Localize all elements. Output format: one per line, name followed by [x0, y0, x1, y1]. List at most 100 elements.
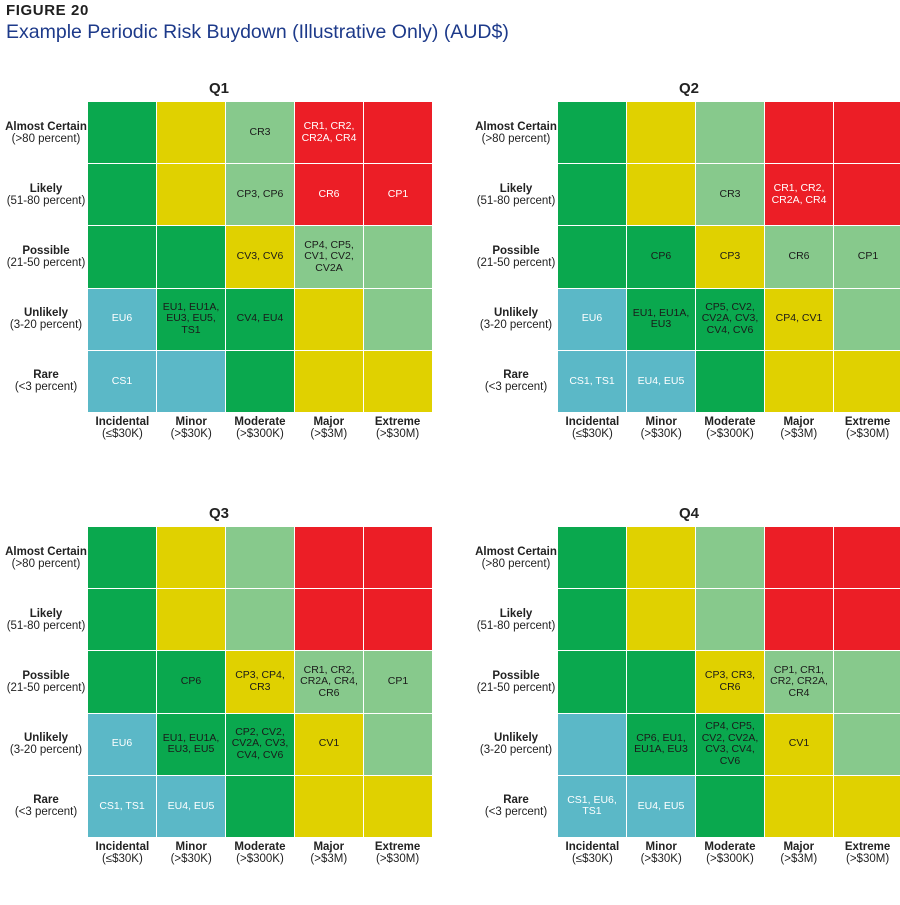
consequence-labels: Incidental (≤$30K) Minor (>$30K) Moderate (>$… [558, 841, 900, 865]
consequence-label: Minor (>$30K) [627, 841, 696, 865]
likelihood-range: (21-50 percent) [6, 682, 86, 694]
heatmap-cell [627, 102, 695, 164]
consequence-name: Moderate [234, 416, 286, 428]
consequence-range: (>$30K) [640, 853, 682, 865]
consequence-label: Moderate (>$300K) [696, 841, 765, 865]
heatmap-cell [765, 102, 833, 164]
consequence-name: Minor [645, 416, 677, 428]
heatmap-cell [88, 527, 156, 589]
heatmap-cell [558, 713, 626, 775]
likelihood-label: Possible (21-50 percent) [4, 226, 88, 288]
heatmap-cell [295, 775, 363, 837]
heatmap-cell: EU1, EU1A, EU3 [627, 288, 695, 350]
heatmap-cell [696, 589, 764, 651]
consequence-name: Moderate [234, 841, 286, 853]
heatmap-cell [157, 527, 225, 589]
likelihood-label: Unlikely (3-20 percent) [4, 288, 88, 350]
likelihood-label: Likely (51-80 percent) [474, 164, 558, 226]
heatmap-cell [696, 775, 764, 837]
consequence-label: Extreme (>$30M) [833, 841, 900, 865]
consequence-range: (>$30K) [640, 428, 682, 440]
heatmap-cell [627, 527, 695, 589]
likelihood-labels: Almost Certain (>80 percent) Likely (51-80 … [474, 102, 558, 412]
heatmap-grid: CP6 CP3, CP4, CR3 CR1, CR2, CR2A, CR4, CR6… [88, 527, 432, 837]
consequence-name: Minor [175, 416, 207, 428]
likelihood-name: Possible [492, 670, 540, 682]
likelihood-name: Unlikely [493, 732, 539, 744]
heatmap-cell [834, 651, 900, 713]
heatmap-cell [765, 775, 833, 837]
consequence-label: Incidental (≤$30K) [88, 841, 157, 865]
consequence-label: Minor (>$30K) [157, 416, 226, 440]
consequence-name: Extreme [844, 416, 891, 428]
likelihood-name: Possible [22, 245, 70, 257]
heatmap-cell: CP6 [157, 651, 225, 713]
likelihood-name: Possible [492, 245, 540, 257]
consequence-label: Major (>$3M) [294, 416, 363, 440]
consequence-labels: Incidental (≤$30K) Minor (>$30K) Moderate (>$… [88, 841, 432, 865]
likelihood-label: Rare (<3 percent) [4, 775, 88, 837]
consequence-range: (≤$30K) [571, 428, 613, 440]
heatmap-cell [88, 589, 156, 651]
likelihood-label: Rare (<3 percent) [474, 350, 558, 412]
heatmap-cell [157, 102, 225, 164]
heatmap-cell: CS1, TS1 [88, 775, 156, 837]
heatmap-grid: CR3 CR1, CR2, CR2A, CR4 CP6 CP3 CR6 CP1 EU6 EU1… [558, 102, 900, 412]
consequence-name: Extreme [844, 841, 891, 853]
heatmap-cell [765, 589, 833, 651]
likelihood-label: Likely (51-80 percent) [4, 164, 88, 226]
heatmap-cell [696, 102, 764, 164]
likelihood-name: Unlikely [493, 307, 539, 319]
likelihood-label: Almost Certain (>80 percent) [4, 527, 88, 589]
heatmap-cell: CV3, CV6 [226, 226, 294, 288]
heatmap-cell [834, 589, 900, 651]
heatmap-cell [157, 226, 225, 288]
consequence-name: Major [313, 841, 345, 853]
heatmap-cell [88, 102, 156, 164]
heatmap-cell [834, 164, 900, 226]
consequence-name: Major [783, 841, 815, 853]
likelihood-label: Rare (<3 percent) [4, 350, 88, 412]
heatmap-cell: CV1 [765, 713, 833, 775]
likelihood-range: (<3 percent) [14, 806, 78, 818]
heatmap-cell: CP3, CP6 [226, 164, 294, 226]
consequence-range: (≤$30K) [571, 853, 613, 865]
heatmap-cell: EU6 [88, 713, 156, 775]
heatmap-cell [226, 350, 294, 412]
heatmap-cell [765, 350, 833, 412]
consequence-range: (>$30M) [376, 428, 420, 440]
likelihood-name: Likely [29, 183, 63, 195]
heatmap-cell [157, 589, 225, 651]
heatmap-cell [834, 713, 900, 775]
consequence-name: Extreme [374, 416, 421, 428]
consequence-labels: Incidental (≤$30K) Minor (>$30K) Moderate (>$… [88, 416, 432, 440]
heatmap-cell: CR3 [226, 102, 294, 164]
likelihood-range: (<3 percent) [14, 381, 78, 393]
consequence-label: Extreme (>$30M) [833, 416, 900, 440]
consequence-range: (≤$30K) [101, 853, 143, 865]
heatmap-grid: CR3 CR1, CR2, CR2A, CR4 CP3, CP6 CR6 CP1 CV3,… [88, 102, 432, 412]
likelihood-name: Possible [22, 670, 70, 682]
risk-matrix-q2: Q2 Almost Certain (>80 percent) Likely (51-8… [474, 80, 900, 480]
likelihood-name: Rare [33, 794, 59, 806]
consequence-range: (>$30M) [846, 428, 890, 440]
likelihood-label: Likely (51-80 percent) [4, 589, 88, 651]
heatmap-cell: EU1, EU1A, EU3, EU5, TS1 [157, 288, 225, 350]
likelihood-label: Unlikely (3-20 percent) [4, 713, 88, 775]
consequence-name: Minor [175, 841, 207, 853]
quarter-title: Q1 [208, 80, 229, 97]
likelihood-name: Unlikely [23, 732, 69, 744]
likelihood-range: (>80 percent) [481, 133, 551, 145]
heatmap-cell [364, 350, 432, 412]
consequence-range: (>$300K) [236, 853, 284, 865]
consequence-labels: Incidental (≤$30K) Minor (>$30K) Moderate (>$… [558, 416, 900, 440]
likelihood-name: Rare [33, 369, 59, 381]
likelihood-range: (51-80 percent) [476, 195, 556, 207]
consequence-range: (>$30M) [846, 853, 890, 865]
heatmap-cell [558, 589, 626, 651]
heatmap-cell: CP1 [364, 651, 432, 713]
heatmap-cell: CP3, CR3, CR6 [696, 651, 764, 713]
heatmap-cell: CS1, TS1 [558, 350, 626, 412]
consequence-label: Minor (>$30K) [157, 841, 226, 865]
consequence-label: Minor (>$30K) [627, 416, 696, 440]
